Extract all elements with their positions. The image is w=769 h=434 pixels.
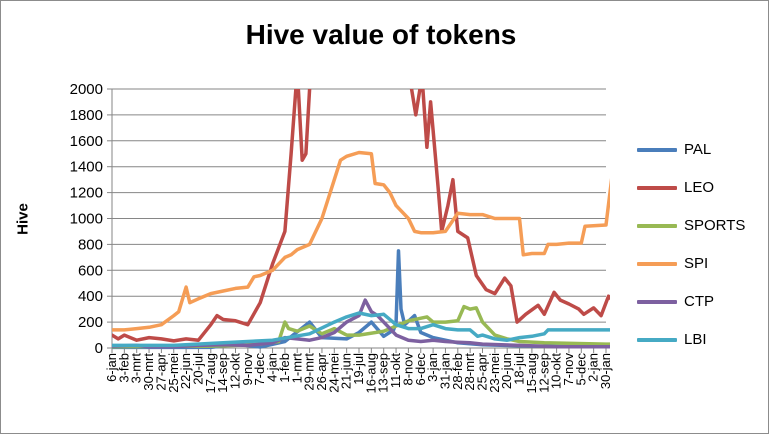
y-tick-label: 0 [95, 340, 103, 357]
x-tick-label: 8-nov [400, 353, 415, 386]
y-tick-labels: 0 200 400 600 800 1000 1200 1400 1600 1800 2000 [70, 81, 103, 357]
x-tick-label: 24-mei [326, 353, 341, 393]
legend-label: LBI [684, 331, 707, 348]
x-tick-label: 18-jul [512, 353, 527, 385]
x-tick-label: 23-mei [487, 353, 502, 393]
x-tick-label: 20-jun [499, 353, 514, 389]
x-tick-label: 29-mrt [302, 353, 317, 391]
series-line-sports [112, 304, 610, 349]
x-tick-label: 19-jul [351, 353, 366, 385]
x-tick-label: 6-dec [413, 353, 428, 386]
y-tick-label: 2000 [70, 81, 103, 98]
x-tick-label: 3-feb [116, 353, 131, 383]
x-tick-label: 5-dec [573, 353, 588, 386]
x-tick-label: 6-jan [104, 353, 119, 382]
x-tick-label: 25-mei [166, 353, 181, 393]
legend-swatch [637, 338, 677, 342]
series-line-leo [112, 89, 610, 343]
x-tick-labels: 6-jan3-feb3-mrt30-mrt27-apr25-mei22-jun2… [104, 348, 613, 393]
x-tick-label: 1-feb [277, 353, 292, 383]
x-tick-label: 31-jan [437, 353, 452, 389]
legend-label: SPORTS [684, 217, 746, 234]
x-tick-label: 1-mrt [289, 353, 304, 384]
chart-title: Hive value of tokens [245, 19, 517, 50]
x-tick-label: 11-okt [388, 353, 403, 389]
legend-swatch [637, 262, 677, 266]
x-tick-label: 12-okt [228, 353, 243, 390]
x-tick-label: 3-jan [425, 353, 440, 382]
y-tick-label: 1400 [70, 159, 103, 176]
x-tick-label: 16-aug [363, 353, 378, 393]
x-tick-label: 10-okt [549, 353, 564, 390]
legend-label: SPI [684, 255, 709, 272]
x-tick-label: 30-jan [598, 353, 613, 389]
x-tick-label: 9-nov [240, 353, 255, 386]
y-tick-label: 800 [78, 236, 103, 253]
series-line-ctp [112, 298, 610, 349]
legend-swatch [637, 186, 677, 190]
series-lines [112, 89, 610, 350]
x-tick-label: 12-sep [536, 353, 551, 393]
x-tick-label: 7-nov [561, 353, 576, 386]
x-tick-label: 2-jan [586, 353, 601, 382]
x-tick-label: 13-sep [376, 353, 391, 393]
x-tick-label: 21-jun [339, 353, 354, 389]
series-line-spi [112, 150, 610, 332]
x-tick-label: 25-apr [475, 352, 490, 390]
x-tick-label: 3-mrt [129, 353, 144, 384]
x-tick-label: 27-apr [153, 352, 168, 390]
x-tick-label: 22-jun [178, 353, 193, 389]
series-line-lbi [112, 311, 610, 348]
x-tick-label: 17-aug [203, 353, 218, 393]
y-tick-label: 600 [78, 262, 103, 279]
gridlines [107, 88, 606, 349]
y-tick-label: 1600 [70, 133, 103, 150]
x-tick-label: 14-sep [215, 353, 230, 393]
legend-label: PAL [684, 141, 712, 158]
x-tick-label: 7-dec [252, 353, 267, 386]
x-tick-label: 20-jul [190, 353, 205, 385]
y-tick-label: 1800 [70, 107, 103, 124]
y-tick-label: 1200 [70, 185, 103, 202]
x-tick-label: 26-apr [314, 352, 329, 390]
legend-swatch [637, 300, 677, 304]
y-tick-label: 1000 [70, 211, 103, 228]
legend-label: LEO [684, 179, 715, 196]
x-tick-label: 30-mrt [141, 353, 156, 391]
y-tick-label: 200 [78, 314, 103, 331]
x-tick-label: 4-jan [265, 353, 280, 382]
x-tick-label: 15-aug [524, 353, 539, 393]
y-tick-label: 400 [78, 288, 103, 305]
legend-swatch [637, 224, 677, 228]
legend-label: CTP [684, 293, 714, 310]
legend-swatch [637, 148, 677, 152]
x-tick-label: 28-feb [450, 353, 465, 390]
x-tick-label: 28-mrt [462, 353, 477, 391]
